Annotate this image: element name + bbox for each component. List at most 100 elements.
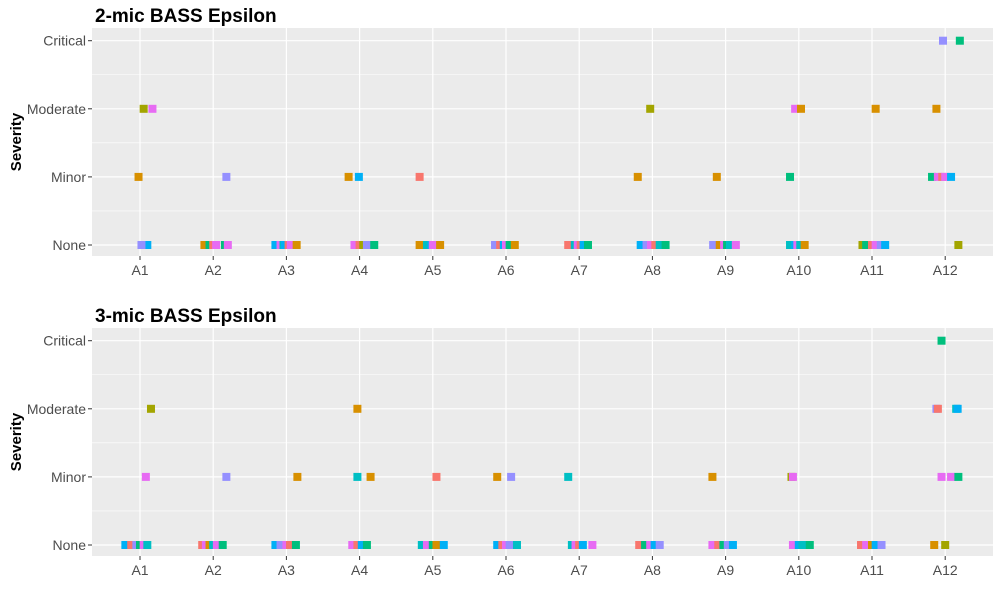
x-ticks: A1 A2 A3 A4 A5 A6 A7 A8 A9 A10 A11 A12 [131,556,958,578]
data-point [293,472,302,481]
x-tick-label-a2: A2 [205,262,222,278]
data-point [505,541,514,549]
data-point [141,472,150,481]
data-point [415,172,424,181]
plot-background [92,28,993,256]
x-tick-label-a8: A8 [644,562,661,578]
data-point [786,241,795,249]
data-point [588,541,597,549]
y-tick-label-none: None [53,237,87,253]
data-point [788,541,797,549]
data-point [432,472,441,481]
x-tick-label-a4: A4 [351,262,368,278]
data-point [148,104,157,113]
data-point [930,541,939,549]
data-point [291,541,300,549]
data-point [709,241,718,249]
data-point [719,541,728,549]
data-point [788,472,797,481]
data-point [714,541,723,549]
x-tick-label-a11: A11 [860,262,884,278]
x-tick-label-a5: A5 [424,562,441,578]
data-point [348,541,357,549]
x-tick-label-a9: A9 [717,262,734,278]
data-point [139,104,148,113]
data-point [439,541,448,549]
x-tick-label-a5: A5 [424,262,441,278]
data-point [635,541,644,549]
points-layer [121,336,963,549]
data-point [723,541,732,549]
data-point [655,541,664,549]
data-point [862,541,871,549]
data-point [417,541,426,549]
data-point [731,241,740,249]
data-point [728,541,737,549]
y-tick-label-critical: Critical [43,333,86,349]
data-point [507,472,516,481]
plot-background [92,328,993,556]
data-point [871,104,880,113]
data-point [954,472,963,481]
x-tick-label-a2: A2 [205,562,222,578]
data-point [354,172,363,181]
data-point [353,404,362,413]
panel-2-mic: None Minor Moderate Critical A1 A2 A3 A4 A5 A6 A7… [8,6,993,278]
data-point [353,472,362,481]
data-point [862,241,871,249]
data-point [212,541,221,549]
data-point [276,541,285,549]
data-point [937,336,946,345]
y-tick-label-none: None [53,537,87,553]
data-point [432,541,441,549]
data-point [805,541,814,549]
data-point [877,541,886,549]
data-point [708,472,717,481]
data-point [218,541,227,549]
data-point [344,172,353,181]
chart-title: 2-mic BASS Epsilon [95,6,277,27]
x-tick-label-a12: A12 [933,262,958,278]
data-point [286,241,295,249]
data-point [353,541,362,549]
data-point [212,241,221,249]
data-point [791,104,800,113]
data-point [650,541,659,549]
data-point [796,241,805,249]
data-point [953,404,962,413]
data-point [271,541,280,549]
x-tick-label-a8: A8 [644,262,661,278]
data-point [708,541,717,549]
data-point [715,241,724,249]
y-tick-label-minor: Minor [51,169,86,185]
data-point [881,241,890,249]
data-point [646,104,655,113]
data-point [871,241,880,249]
data-point [871,541,880,549]
x-tick-label-a7: A7 [571,562,588,578]
data-point [415,241,424,249]
y-ticks: None Minor Moderate Critical [27,33,92,253]
data-point [143,241,152,249]
x-tick-label-a4: A4 [351,562,368,578]
y-tick-label-moderate: Moderate [27,401,86,417]
data-point [661,241,670,249]
data-point [491,241,500,249]
data-point [146,404,155,413]
data-point [436,241,445,249]
data-point [932,104,941,113]
data-point [941,172,950,181]
data-point [578,541,587,549]
data-point [947,472,956,481]
data-point [796,104,805,113]
data-point [137,241,146,249]
data-point [493,472,502,481]
data-point [357,541,366,549]
data-point [651,241,660,249]
data-point [564,241,573,249]
data-point [362,241,371,249]
x-tick-label-a7: A7 [571,262,588,278]
data-point [564,472,573,481]
data-point [428,241,437,249]
x-tick-label-a10: A10 [786,262,811,278]
